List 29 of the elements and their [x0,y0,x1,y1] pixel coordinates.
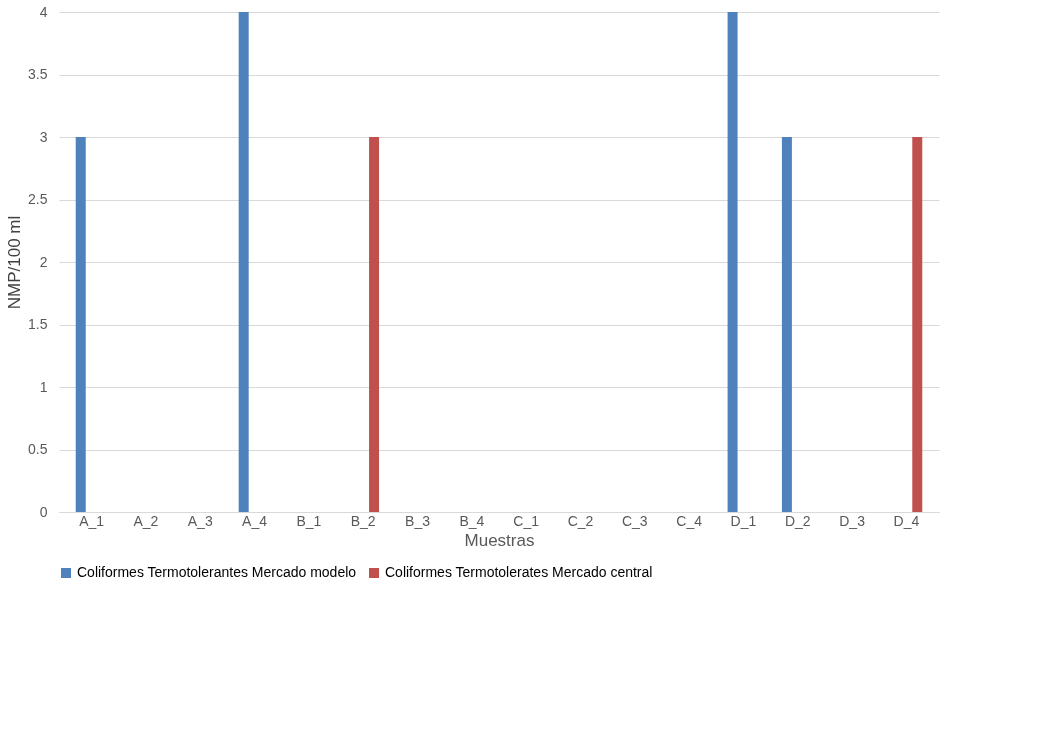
x-tick-label: C_3 [621,512,648,529]
x-tick-label: B_1 [296,512,322,529]
x-tick-label: D_1 [730,512,757,529]
y-tick-label: 0.5 [28,441,48,457]
y-tick-label: 3 [39,128,48,145]
y-axis-title: NMP/100 ml [5,215,25,310]
x-tick-label: B_2 [350,512,376,529]
x-tick-label: B_3 [405,512,431,529]
y-tick-label: 2.5 [28,191,48,207]
x-tick-label: A_4 [242,512,268,529]
x-tick-label: C_1 [513,512,540,529]
x-tick-label: D_4 [893,512,920,529]
x-tick-label: D_3 [839,512,866,529]
x-tick-label: A_2 [133,512,159,529]
y-tick-label: 3.5 [28,66,48,82]
x-axis-title: Muestras [464,530,535,550]
y-tick-label: 0 [39,503,48,520]
y-tick-label: 1.5 [28,316,48,332]
y-tick-label: 2 [39,253,48,270]
x-tick-label: D_2 [784,512,811,529]
x-tick-label: A_3 [187,512,213,529]
legend-label: Coliformes Termotolerantes Mercado modelo [77,564,357,580]
x-tick-label: B_4 [459,512,485,529]
x-tick-label: C_2 [567,512,594,529]
legend-label: Coliformes Termotolerates Mercado central [385,564,653,580]
y-tick-label: 4 [39,3,48,20]
x-tick-label: A_1 [79,512,105,529]
y-tick-label: 1 [39,378,48,395]
x-tick-label: C_4 [676,512,703,529]
